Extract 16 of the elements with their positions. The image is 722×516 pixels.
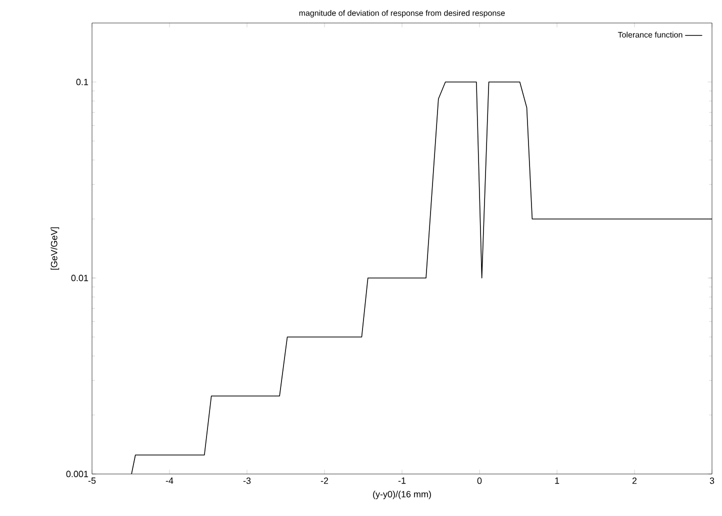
x-tick-label: 2 — [632, 478, 637, 484]
x-tick-label: 1 — [555, 478, 560, 484]
y-tick-label: 0.1 — [76, 78, 88, 86]
y-tick-label: 0.01 — [71, 274, 88, 282]
x-axis-title: (y-y0)/(16 mm) — [373, 490, 431, 500]
y-axis-title: [GeV/GeV] — [50, 227, 60, 270]
x-tick-label: 3 — [710, 478, 714, 484]
x-tick-label: 0 — [477, 478, 482, 484]
x-tick-label: -4 — [166, 478, 174, 484]
x-tick-label: -3 — [243, 478, 251, 484]
legend-label: Tolerance function — [618, 32, 682, 38]
y-tick-label: 0.001 — [66, 470, 88, 478]
x-tick-label: -2 — [320, 478, 328, 484]
x-tick-label: -5 — [88, 478, 96, 484]
x-tick-label: -1 — [398, 478, 406, 484]
chart-title: magnitude of deviation of response from desired response — [299, 10, 505, 18]
